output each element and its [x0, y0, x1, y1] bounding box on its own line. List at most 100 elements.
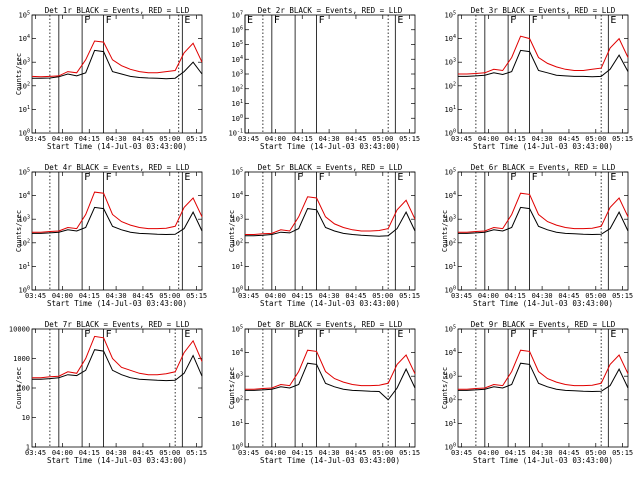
y-tick-label: 102 [19, 238, 30, 247]
x-tick-label: 05:00 [585, 292, 606, 300]
x-tick-label: 04:00 [52, 449, 73, 457]
y-tick-label: 100 [232, 286, 243, 295]
marker-label: F [319, 172, 325, 183]
y-axis-label: Counts/sec [228, 210, 236, 252]
x-tick-label: 03:45 [238, 449, 259, 457]
marker-label: F [319, 329, 325, 340]
x-axis-label: Start Time (14-Jul-03 03:43:00) [260, 456, 400, 465]
y-tick-label: 105 [232, 168, 243, 177]
x-tick-label: 05:00 [585, 449, 606, 457]
y-tick-label: 102 [445, 238, 456, 247]
x-tick-label: 04:30 [106, 135, 127, 143]
x-tick-label: 03:45 [451, 292, 472, 300]
series-line-events [32, 49, 203, 80]
y-tick-label: 105 [445, 168, 456, 177]
y-tick-label: 106 [232, 25, 243, 34]
x-tick-label: 04:45 [558, 449, 579, 457]
y-axis-label: Counts/sec [441, 210, 449, 252]
marker-label: F [532, 329, 538, 340]
x-tick-label: 03:45 [25, 135, 46, 143]
x-tick-label: 05:00 [372, 292, 393, 300]
plot-frame [31, 328, 203, 448]
x-tick-label: 04:30 [319, 292, 340, 300]
y-tick-label: 104 [19, 34, 30, 43]
y-tick-label: 100 [17, 385, 30, 393]
marker-label: F [297, 329, 303, 340]
x-tick-label: 04:15 [292, 449, 313, 457]
x-tick-label: 05:15 [186, 292, 207, 300]
marker-label: E [184, 15, 190, 26]
y-tick-label: 105 [232, 325, 243, 334]
y-tick-label: 102 [445, 395, 456, 404]
marker-label: F [297, 172, 303, 183]
y-tick-label: 105 [19, 168, 30, 177]
x-tick-label: 04:15 [505, 135, 526, 143]
y-tick-label: 103 [445, 372, 456, 381]
x-tick-label: 04:00 [478, 449, 499, 457]
plot-frame [244, 14, 416, 134]
x-tick-label: 05:00 [159, 449, 180, 457]
x-tick-label: 04:15 [79, 449, 100, 457]
x-tick-label: 04:15 [79, 292, 100, 300]
marker-label: E [397, 172, 403, 183]
x-tick-label: 04:30 [106, 292, 127, 300]
y-tick-label: 102 [232, 84, 243, 93]
y-tick-label: 101 [19, 262, 30, 271]
x-tick-label: 04:45 [132, 292, 153, 300]
chart-panel-7: Det 7r BLACK = Events, RED = LLD 1 10 100 10… [9, 320, 207, 465]
y-tick-label: 107 [232, 11, 243, 20]
x-tick-label: 03:45 [451, 449, 472, 457]
series-line-events [32, 206, 203, 236]
x-tick-label: 05:00 [372, 135, 393, 143]
y-tick-label: 101 [232, 419, 243, 428]
x-axis-label: Start Time (14-Jul-03 03:43:00) [47, 299, 187, 308]
x-tick-label: 03:45 [238, 135, 259, 143]
y-tick-label: 10-1 [229, 129, 243, 138]
y-tick-label: 103 [19, 215, 30, 224]
y-tick-label: 105 [445, 325, 456, 334]
x-tick-label: 05:15 [399, 135, 420, 143]
marker-label: F [532, 172, 538, 183]
x-tick-label: 04:15 [505, 292, 526, 300]
y-tick-label: 105 [445, 11, 456, 20]
marker-label: F [106, 172, 112, 183]
y-tick-label: 103 [232, 372, 243, 381]
chart-title: Det 6r BLACK = Events, RED = LLD [471, 163, 616, 172]
marker-label: F [84, 15, 90, 26]
x-tick-label: 04:45 [345, 292, 366, 300]
x-tick-label: 05:15 [612, 292, 633, 300]
marker-label: E [184, 172, 190, 183]
marker-label: E [610, 15, 616, 26]
y-tick-label: 1 [26, 444, 30, 452]
y-tick-label: 100 [232, 114, 243, 123]
chart-title: Det 2r BLACK = Events, RED = LLD [258, 6, 403, 15]
y-tick-label: 101 [445, 105, 456, 114]
chart-panel-6: Det 6r BLACK = Events, RED = LLD 100 101 10… [441, 163, 633, 308]
y-tick-label: 100 [232, 443, 243, 452]
marker-label: F [510, 172, 516, 183]
y-tick-label: 104 [232, 55, 243, 64]
y-tick-label: 10000 [9, 326, 30, 334]
x-tick-label: 04:00 [265, 292, 286, 300]
chart-title: Det 3r BLACK = Events, RED = LLD [471, 6, 616, 15]
x-tick-label: 05:15 [612, 135, 633, 143]
y-tick-label: 101 [19, 105, 30, 114]
y-tick-label: 104 [445, 348, 456, 357]
chart-title: Det 7r BLACK = Events, RED = LLD [45, 320, 190, 329]
series-line-lld [458, 35, 629, 75]
chart-title: Det 1r BLACK = Events, RED = LLD [45, 6, 190, 15]
x-axis-label: Start Time (14-Jul-03 03:43:00) [47, 142, 187, 151]
x-tick-label: 04:00 [478, 292, 499, 300]
marker-label: F [532, 15, 538, 26]
y-tick-label: 101 [445, 419, 456, 428]
chart-panel-3: Det 3r BLACK = Events, RED = LLD 100 101 10… [445, 6, 634, 151]
x-axis-label: Start Time (14-Jul-03 03:43:00) [47, 456, 187, 465]
x-tick-label: 04:15 [292, 292, 313, 300]
chart-panel-4: Det 4r BLACK = Events, RED = LLD 100 101 10… [15, 163, 207, 308]
series-line-lld [458, 349, 629, 390]
x-tick-label: 05:15 [399, 292, 420, 300]
y-axis-label: Counts/sec [228, 367, 236, 409]
y-tick-label: 101 [445, 262, 456, 271]
y-tick-label: 100 [445, 129, 456, 138]
marker-label: E [247, 15, 253, 26]
